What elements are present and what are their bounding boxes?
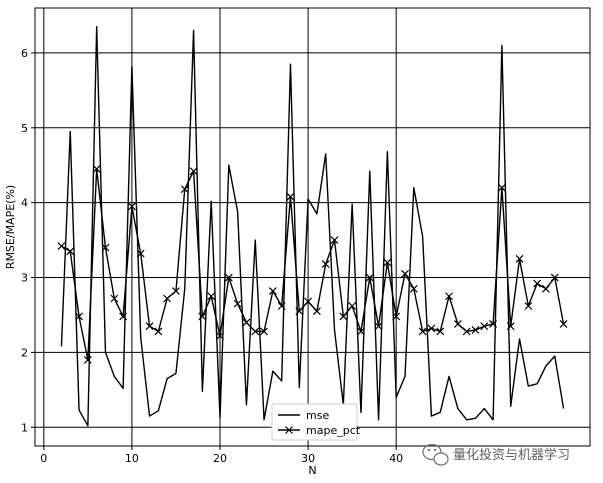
- point-mape-pct: [357, 327, 365, 336]
- point-mape-pct: [515, 254, 524, 263]
- point-mape-pct: [260, 327, 268, 336]
- point-mape-pct: [427, 324, 436, 333]
- x-tick-label: 20: [213, 452, 227, 465]
- y-tick-label: 3: [21, 272, 28, 285]
- point-mape-pct: [550, 273, 559, 282]
- y-tick-label: 5: [21, 122, 28, 135]
- point-mape-pct: [409, 284, 418, 293]
- point-mape-pct: [66, 247, 75, 256]
- point-mape-pct: [277, 302, 286, 310]
- point-mape-pct: [480, 322, 489, 331]
- x-tick-label: 30: [301, 452, 315, 465]
- plot-frame: [34, 7, 591, 447]
- point-mape-pct: [83, 355, 92, 364]
- point-mape-pct: [110, 294, 119, 303]
- point-mape-pct: [489, 320, 498, 328]
- point-mape-pct: [136, 249, 145, 258]
- legend-label-mse: mse: [306, 409, 329, 422]
- point-mape-pct: [365, 273, 374, 282]
- point-mape-pct: [180, 185, 189, 194]
- point-mape-pct: [251, 327, 260, 336]
- point-mape-pct: [92, 165, 101, 173]
- point-mape-pct: [304, 297, 313, 306]
- point-mape-pct: [295, 307, 304, 316]
- point-mape-pct: [75, 312, 83, 321]
- wechat-icon: [422, 443, 449, 466]
- point-mape-pct: [497, 183, 506, 192]
- watermark-text: 量化投资与机器学习: [453, 447, 570, 463]
- point-mape-pct: [286, 192, 295, 201]
- point-mape-pct: [101, 243, 110, 252]
- point-mape-pct: [233, 299, 242, 308]
- point-mape-pct: [224, 273, 233, 282]
- x-tick-label: 0: [40, 452, 47, 465]
- x-tick-label: 40: [389, 452, 403, 465]
- legend-box: [271, 403, 358, 441]
- point-mape-pct: [312, 307, 321, 316]
- point-mape-pct: [559, 320, 568, 328]
- point-mape-pct: [533, 279, 542, 288]
- series-group: [57, 26, 568, 427]
- point-mape-pct: [418, 327, 427, 336]
- point-mape-pct: [383, 258, 392, 267]
- point-mape-pct: [524, 302, 533, 310]
- point-mape-pct: [348, 302, 357, 310]
- series-line-mse: [60, 26, 565, 427]
- y-tick-label: 6: [21, 47, 28, 60]
- watermark: 量化投资与机器学习: [422, 443, 570, 466]
- point-mape-pct: [268, 287, 277, 295]
- point-mape-pct: [401, 269, 409, 278]
- point-mape-pct: [242, 318, 251, 327]
- point-mape-pct: [392, 312, 401, 321]
- y-tick-label: 4: [21, 197, 28, 210]
- point-mape-pct: [436, 327, 445, 336]
- point-mape-pct: [339, 312, 348, 321]
- legend-marker-x: [285, 426, 293, 434]
- point-mape-pct: [163, 294, 172, 303]
- y-axis-label: RMSE/MAPE(%): [4, 185, 17, 269]
- point-mape-pct: [330, 236, 339, 245]
- y-tick-label: 1: [21, 421, 28, 434]
- axis-ticks: 0 10 20 30 40 1 2 3 4 5 6: [21, 47, 403, 465]
- legend: mse mape_pct: [271, 403, 361, 441]
- y-tick-label: 2: [21, 346, 28, 359]
- point-mape-pct: [154, 327, 163, 336]
- x-tick-label: 10: [125, 452, 139, 465]
- point-mape-pct: [462, 327, 471, 336]
- series-line-mape-pct: [61, 168, 565, 361]
- point-mape-pct: [119, 312, 128, 321]
- point-mape-pct: [506, 322, 515, 331]
- point-mape-pct: [145, 322, 154, 331]
- point-mape-pct: [445, 292, 453, 301]
- point-mape-pct: [57, 242, 66, 251]
- point-mape-pct: [172, 287, 180, 295]
- point-mape-pct: [321, 260, 330, 268]
- point-mape-pct: [198, 312, 207, 321]
- point-mape-pct: [374, 322, 383, 331]
- point-mape-pct: [453, 320, 462, 328]
- point-mape-pct: [127, 202, 136, 211]
- point-mape-pct: [189, 167, 198, 176]
- point-mape-pct: [542, 284, 550, 293]
- point-mape-pct: [216, 332, 224, 340]
- point-mape-pct: [207, 292, 216, 301]
- point-mape-pct: [471, 326, 480, 334]
- x-axis-label: N: [308, 464, 316, 477]
- legend-label-mape: mape_pct: [306, 424, 361, 437]
